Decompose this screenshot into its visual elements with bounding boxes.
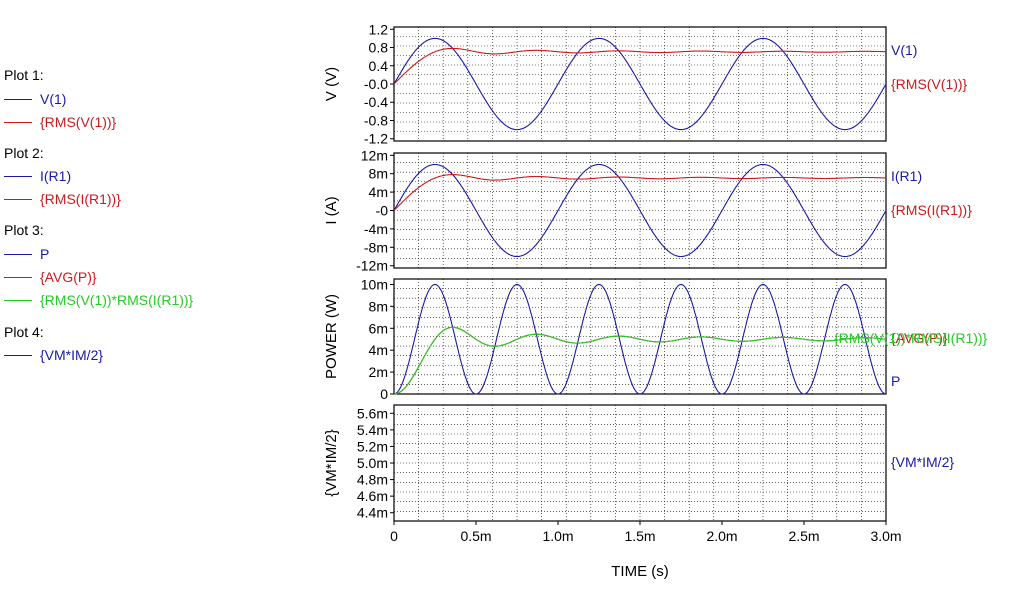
legend-line-swatch xyxy=(4,198,32,200)
legend-title-plot-3: Plot 3: xyxy=(4,222,44,238)
legend-label: {VM*IM/2} xyxy=(40,347,104,363)
legend-label: P xyxy=(40,246,50,262)
y-tick-label: 6m xyxy=(369,320,388,336)
legend-title-plot-2: Plot 2: xyxy=(4,145,44,161)
legend-title-plot-1: Plot 1: xyxy=(4,67,44,83)
y-tick-label: -1.2 xyxy=(364,131,388,147)
x-tick-label: 0 xyxy=(390,528,398,544)
chart-panel-2: 12m 8m 4m -0 -4m -8m -12m I (A) I(R1) {RMS(I(R1))… xyxy=(323,147,972,273)
legend-line-swatch xyxy=(4,98,32,100)
series-label: I(R1) xyxy=(891,168,922,184)
chart-panel-4: 5.6m5.4m5.2m5.0m4.8m4.6m4.4m {VM*IM/2} {VM… xyxy=(323,404,954,522)
legend-label: {RMS(I(R1))} xyxy=(40,191,121,207)
y-tick-label: 5.2m xyxy=(357,438,388,454)
y-tick-label: -4m xyxy=(364,221,388,237)
series-line--rms-v-1-rms-i-r1- xyxy=(394,326,887,395)
series-label: {RMS(I(R1))} xyxy=(891,202,972,218)
legend-label: {RMS(V(1))} xyxy=(40,114,117,130)
x-tick-label: 1.5m xyxy=(624,528,655,544)
legend-label: {RMS(V(1))*RMS(I(R1))} xyxy=(40,292,194,308)
y-tick-label: 5.6m xyxy=(357,405,388,421)
series-line-i-r1- xyxy=(393,163,887,258)
chart-panel-1: 1.2 0.8 0.4 -0.0 -0.4 -0.8 -1.2 V (V) V(1) {RMS(V… xyxy=(323,21,968,146)
y-tick-label: -0.4 xyxy=(364,94,388,110)
legend-item-rms-ir1: {RMS(I(R1))} xyxy=(4,191,121,207)
y-tick-label: 2m xyxy=(369,364,388,380)
legend-label: V(1) xyxy=(40,91,67,107)
y-axis-label: V (V) xyxy=(323,67,340,101)
legend-item-ir1: I(R1) xyxy=(4,168,71,184)
series-line--rms-i-r1- xyxy=(393,174,887,211)
series-label: V(1) xyxy=(891,42,917,58)
legend-line-swatch xyxy=(4,253,32,255)
x-tick-label: 2.5m xyxy=(788,528,819,544)
legend-item-p: P xyxy=(4,246,49,262)
y-tick-label: 4.4m xyxy=(357,505,388,521)
legend-line-swatch xyxy=(4,299,32,301)
legend-item-avg-p: {AVG(P)} xyxy=(4,269,97,285)
legend-label: I(R1) xyxy=(40,168,72,184)
y-tick-label: -0.8 xyxy=(364,112,388,128)
y-tick-label: 4m xyxy=(369,184,388,200)
legend-line-swatch xyxy=(4,175,32,177)
y-tick-label: 10m xyxy=(361,276,388,292)
y-tick-label: -0 xyxy=(376,203,389,219)
series-label: {RMS(V(1))*RMS(I(R1))} xyxy=(834,330,988,346)
y-tick-label: 0 xyxy=(380,386,388,402)
series-line-v-1- xyxy=(393,37,887,131)
x-axis-label: TIME (s) xyxy=(611,563,669,580)
y-tick-label: -0.0 xyxy=(364,76,388,92)
y-axis-label: {VM*IM/2} xyxy=(323,429,340,497)
legend-line-swatch xyxy=(4,354,32,356)
series-label: P xyxy=(891,373,900,389)
legend-line-swatch xyxy=(4,121,32,123)
y-tick-label: 5.4m xyxy=(357,422,388,438)
x-tick-label: 2.0m xyxy=(706,528,737,544)
chart-panel-3: 10m 8m 6m 4m 2m 0 POWER (W) P {AVG(P)}{RMS(V(1))… xyxy=(323,276,988,402)
legend-item-rms-v1: {RMS(V(1))} xyxy=(4,114,116,130)
legend-line-swatch xyxy=(4,276,32,278)
series-label: {VM*IM/2} xyxy=(891,454,954,470)
y-tick-label: 4m xyxy=(369,342,388,358)
series-label: {RMS(V(1))} xyxy=(891,76,968,92)
plot-legend: Plot 1: V(1) {RMS(V(1))} Plot 2: I(R1) {… xyxy=(0,0,300,592)
y-tick-label: 5.0m xyxy=(357,455,388,471)
y-tick-label: 4.8m xyxy=(357,472,388,488)
legend-item-vm-im: {VM*IM/2} xyxy=(4,347,103,363)
y-axis-label: I (A) xyxy=(323,196,340,224)
y-tick-label: 4.6m xyxy=(357,488,388,504)
series-label: {AVG(P)} xyxy=(891,330,948,346)
y-tick-label: 8m xyxy=(369,298,388,314)
y-tick-label: 1.2 xyxy=(369,21,389,37)
series-line--rms-v-1- xyxy=(393,47,887,85)
legend-item-v1: V(1) xyxy=(4,91,66,107)
legend-item-rms-product: {RMS(V(1))*RMS(I(R1))} xyxy=(4,292,193,308)
y-tick-label: -8m xyxy=(364,239,388,255)
y-tick-label: 12m xyxy=(361,147,388,163)
x-tick-label: 3.0m xyxy=(870,528,901,544)
x-tick-label: 1.0m xyxy=(542,528,573,544)
y-tick-label: 0.4 xyxy=(369,58,389,74)
x-tick-label: 0.5m xyxy=(460,528,491,544)
y-axis-label: POWER (W) xyxy=(323,294,340,379)
series-line-p xyxy=(393,283,887,395)
y-tick-label: 8m xyxy=(369,166,388,182)
legend-title-plot-4: Plot 4: xyxy=(4,324,44,340)
y-tick-label: -12m xyxy=(356,258,388,274)
y-tick-label: 0.8 xyxy=(369,40,389,56)
legend-label: {AVG(P)} xyxy=(40,269,97,285)
